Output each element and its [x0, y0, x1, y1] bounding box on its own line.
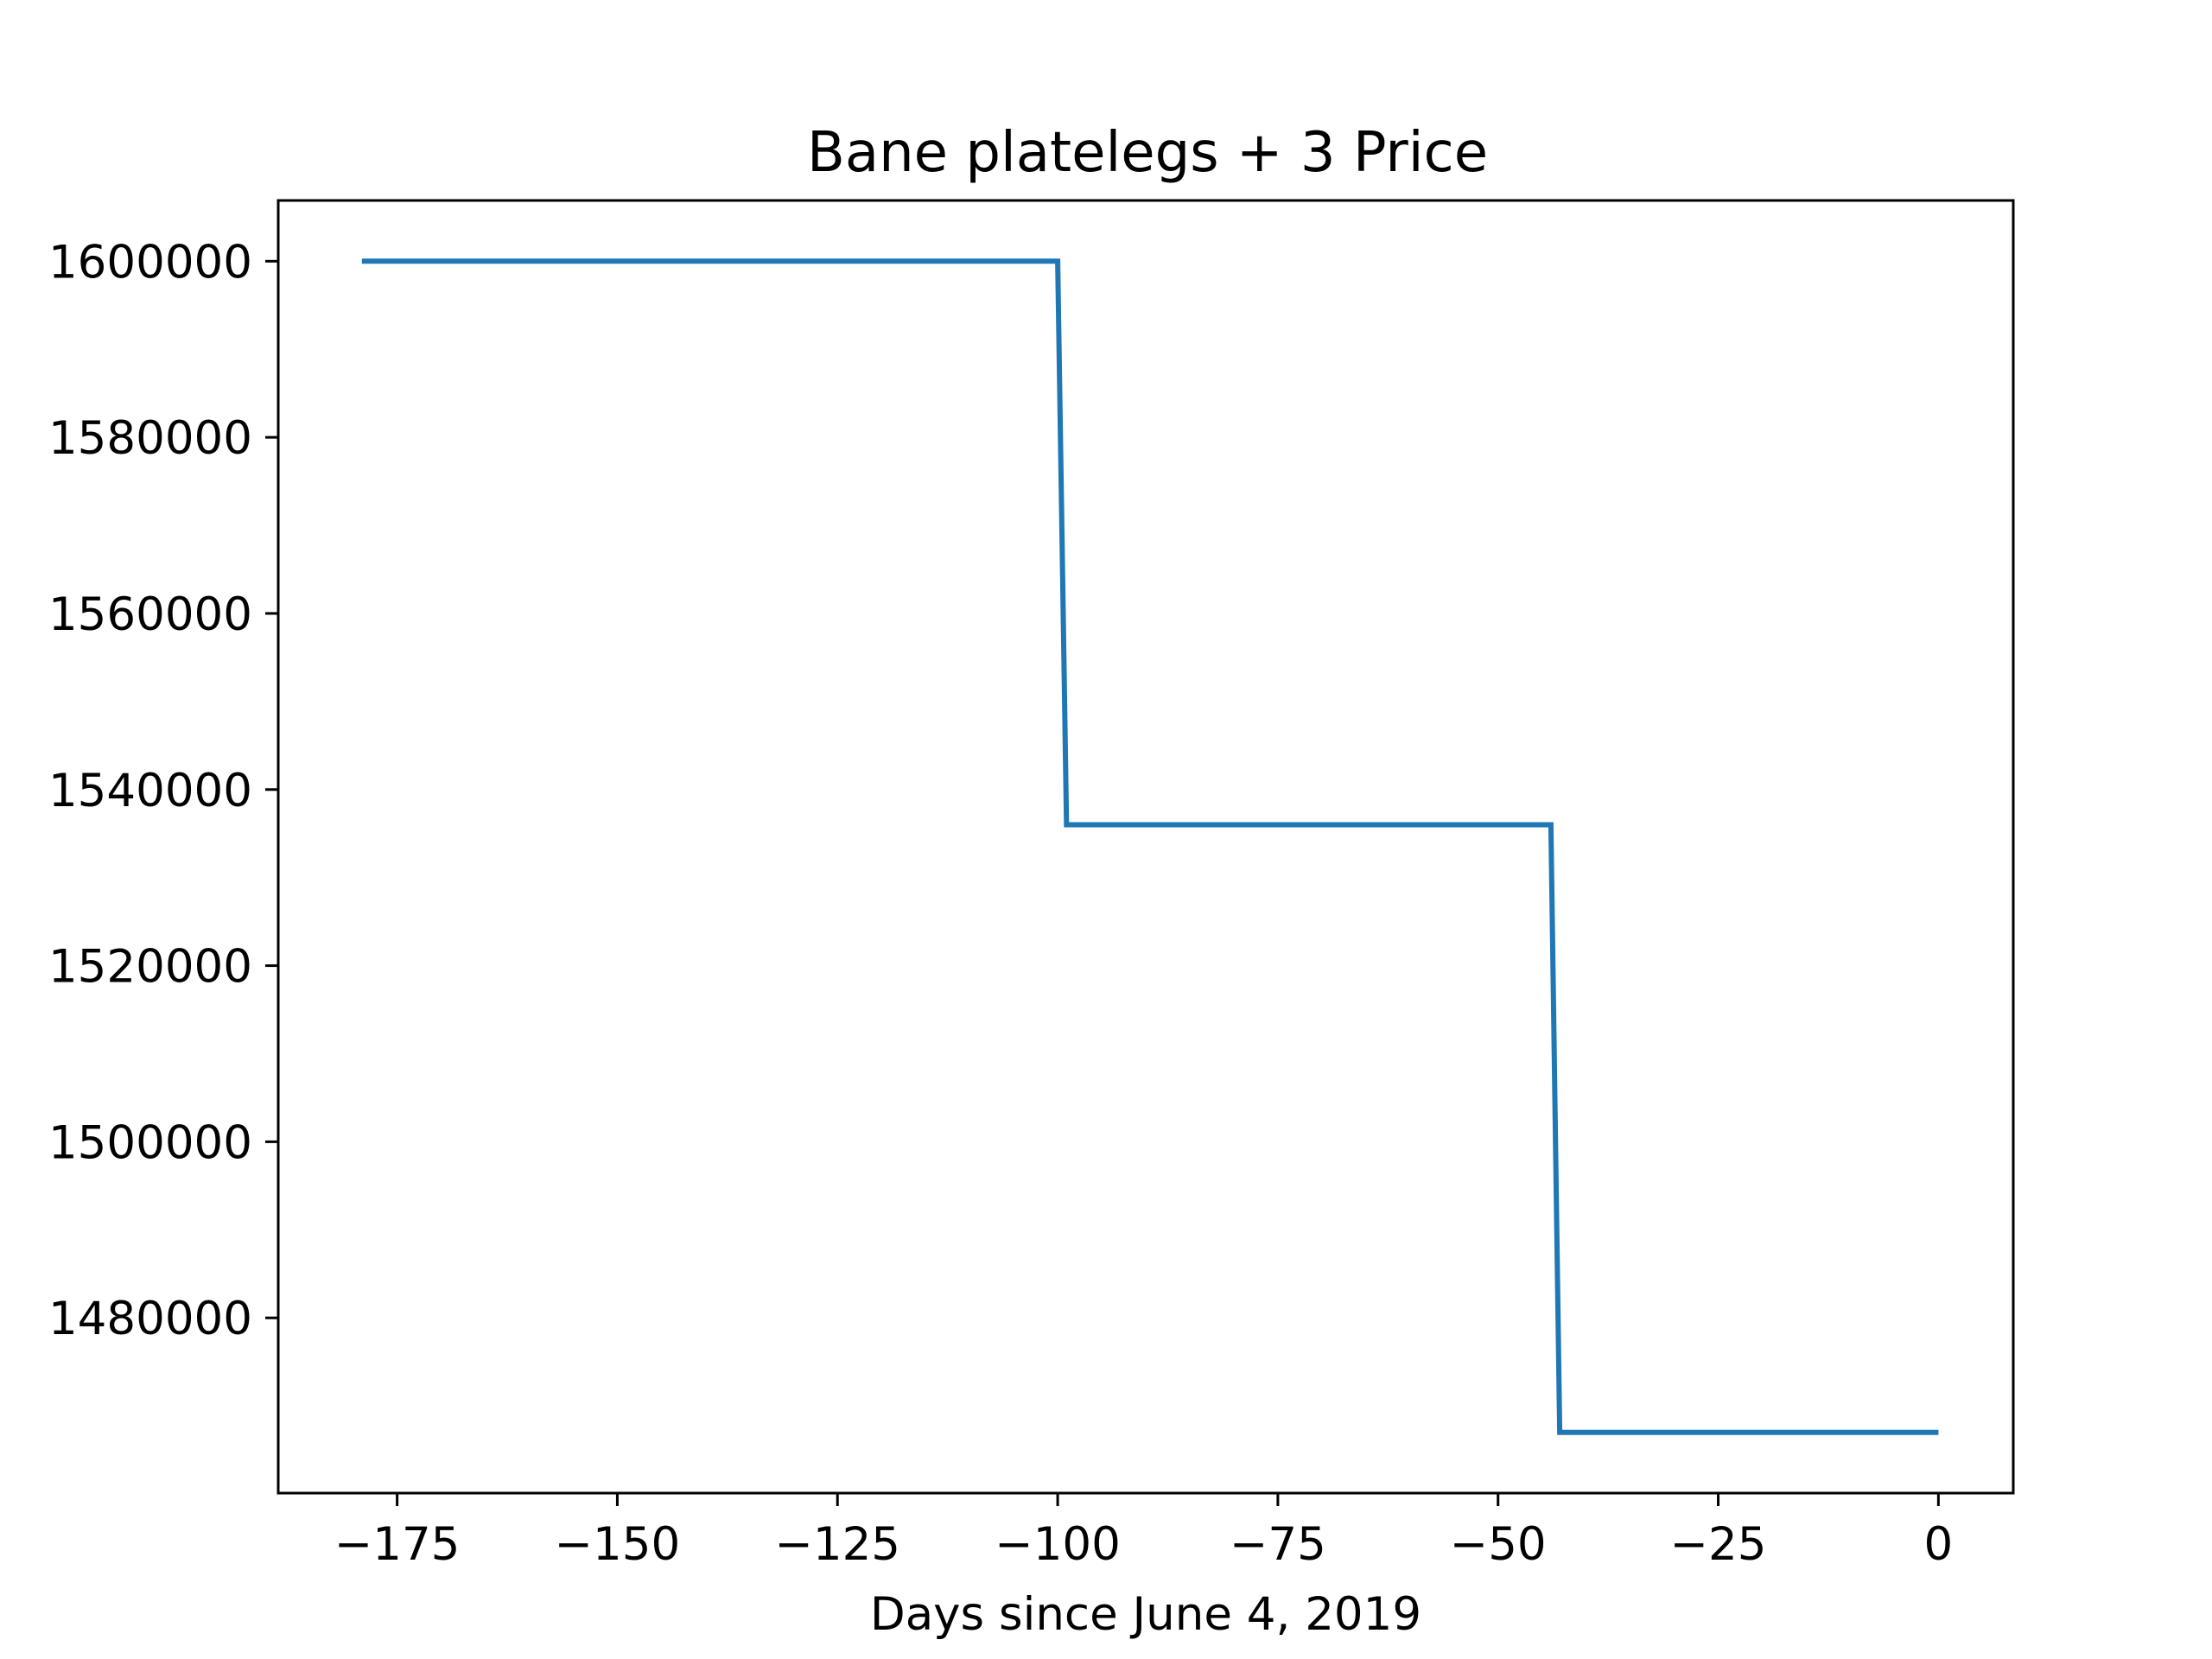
y-tick-label: 1600000	[48, 236, 252, 289]
y-axis: 1480000 1500000 1520000 1540000 1560000 15800…	[48, 236, 278, 1345]
x-tick-label: −75	[1230, 1518, 1326, 1571]
plot-frame	[276, 199, 2015, 1495]
y-tick-label: 1580000	[48, 412, 252, 465]
y-tick-label: 1500000	[48, 1116, 252, 1169]
x-tick-label: −150	[555, 1518, 681, 1571]
y-tick-label: 1540000	[48, 765, 252, 817]
series-line-1	[361, 258, 1939, 1435]
y-tick-label: 1520000	[48, 941, 252, 994]
chart-title: Bane platelegs + 3 Price	[807, 121, 1488, 185]
x-tick-label: −175	[334, 1518, 461, 1571]
x-axis: −175 −150 −125 −100 −75 −50 −25 0	[334, 1493, 1953, 1571]
x-tick-label: −50	[1450, 1518, 1547, 1571]
y-tick-label: 1560000	[48, 588, 252, 641]
series-layer	[361, 258, 1939, 1435]
x-tick-label: −100	[995, 1518, 1121, 1571]
x-axis-label: Days since June 4, 2019	[870, 1588, 1421, 1641]
x-tick-label: −25	[1670, 1518, 1767, 1571]
y-tick-label: 1480000	[48, 1293, 252, 1345]
x-tick-label: −125	[774, 1518, 900, 1571]
x-tick-label: 0	[1923, 1518, 1953, 1571]
